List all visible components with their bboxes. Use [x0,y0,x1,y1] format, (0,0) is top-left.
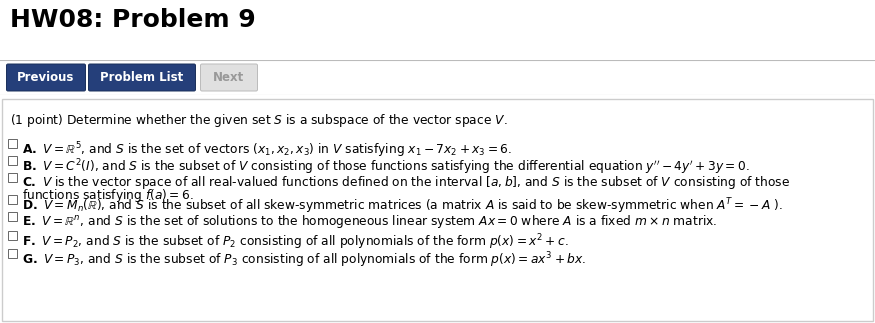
Text: $\mathbf{D.}\ V = M_n(\mathbb{R})$, and $S$ is the subset of all skew-symmetric : $\mathbf{D.}\ V = M_n(\mathbb{R})$, and … [22,196,783,215]
Bar [8,231,17,240]
Bar [8,249,17,258]
FancyBboxPatch shape [6,64,86,91]
Text: $\mathbf{B.}\ V = C^2(I)$, and $S$ is the subset of $V$ consisting of those func: $\mathbf{B.}\ V = C^2(I)$, and $S$ is th… [22,157,750,177]
Text: functions satisfying $f(a) = 6$.: functions satisfying $f(a) = 6$. [22,187,194,204]
Text: $\mathbf{A.}\ V = \mathbb{R}^5$, and $S$ is the set of vectors $(x_1, x_2, x_3)$: $\mathbf{A.}\ V = \mathbb{R}^5$, and $S$… [22,140,512,160]
Text: (1 point) Determine whether the given set $S$ is a subspace of the vector space : (1 point) Determine whether the given se… [10,112,507,129]
Text: Previous: Previous [18,71,74,84]
Text: HW08: Problem 9: HW08: Problem 9 [10,8,255,32]
Text: Problem List: Problem List [101,71,184,84]
Text: $\mathbf{E.}\ V = \mathbb{R}^n$, and $S$ is the set of solutions to the homogene: $\mathbf{E.}\ V = \mathbb{R}^n$, and $S$… [22,213,717,230]
Text: $\mathbf{G.}\ V = P_3$, and $S$ is the subset of $P_3$ consisting of all polynom: $\mathbf{G.}\ V = P_3$, and $S$ is the s… [22,250,586,270]
Bar [8,173,17,182]
Bar [8,139,17,148]
FancyBboxPatch shape [200,64,257,91]
Bar [8,195,17,204]
Bar [8,212,17,221]
Text: $\mathbf{F.}\ V = P_2$, and $S$ is the subset of $P_2$ consisting of all polynom: $\mathbf{F.}\ V = P_2$, and $S$ is the s… [22,232,569,252]
Text: $\mathbf{C.}\ V$ is the vector space of all real-valued functions defined on the: $\mathbf{C.}\ V$ is the vector space of … [22,174,790,191]
Text: Next: Next [214,71,245,84]
FancyBboxPatch shape [88,64,195,91]
Bar [8,156,17,165]
